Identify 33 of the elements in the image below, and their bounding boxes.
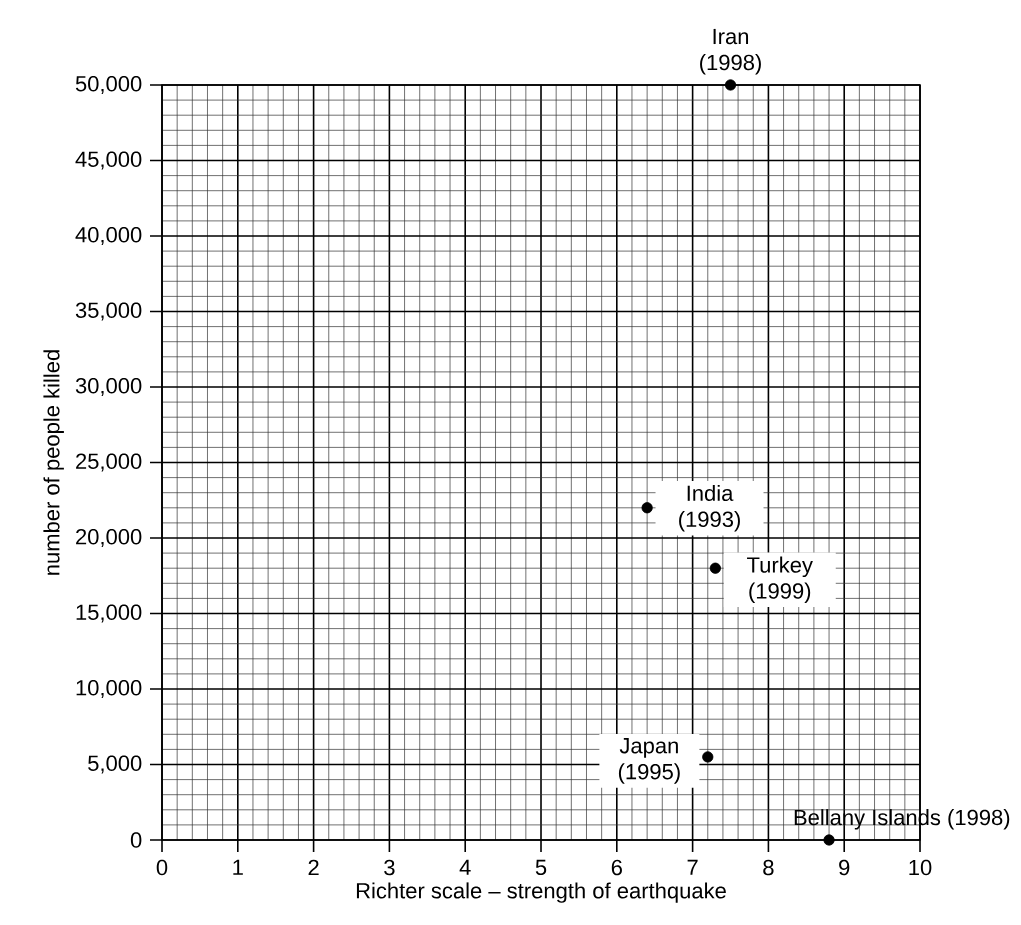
- point: [641, 502, 653, 514]
- x-tick-label: 3: [384, 859, 395, 876]
- y-tick-label: 35,000: [75, 302, 142, 321]
- y-tick-label: 15,000: [76, 604, 142, 623]
- annotation: Iran (1998): [700, 28, 761, 75]
- x-tick-label: 5: [535, 859, 547, 876]
- annotation: Japan (1995): [618, 738, 680, 784]
- x-tick-label: 10: [909, 859, 932, 876]
- point: [823, 834, 835, 846]
- x-tick-label: 7: [687, 859, 698, 875]
- x-tick-label: 6: [611, 859, 622, 876]
- point: [724, 79, 737, 91]
- point: [709, 562, 721, 574]
- y-tick-label: 10,000: [76, 679, 142, 699]
- x-tick-label: 4: [459, 859, 471, 875]
- y-tick-label: 20,000: [76, 528, 142, 548]
- y-tick-label: 25,000: [76, 453, 142, 472]
- y-axis-title: number of people killed: [43, 350, 64, 575]
- y-tick-label: 45,000: [75, 151, 142, 170]
- x-tick-label: 9: [839, 859, 850, 876]
- x-axis-title: Richter scale – strength of earthquake: [356, 882, 726, 903]
- x-tick-label: 2: [308, 859, 319, 876]
- point: [702, 751, 714, 763]
- y-tick-label: 0: [130, 832, 142, 848]
- x-tick-label: 1: [233, 859, 243, 875]
- y-tick-label: 5,000: [88, 755, 142, 774]
- x-tick-label: 8: [763, 859, 774, 876]
- annotation: India (1993): [679, 484, 740, 532]
- x-tick-label: 0: [156, 859, 168, 876]
- annotation: Turkey (1999): [747, 556, 813, 604]
- y-tick-label: 30,000: [75, 377, 142, 397]
- y-tick-label: 40,000: [75, 226, 142, 246]
- y-tick-label: 50,000: [75, 75, 142, 95]
